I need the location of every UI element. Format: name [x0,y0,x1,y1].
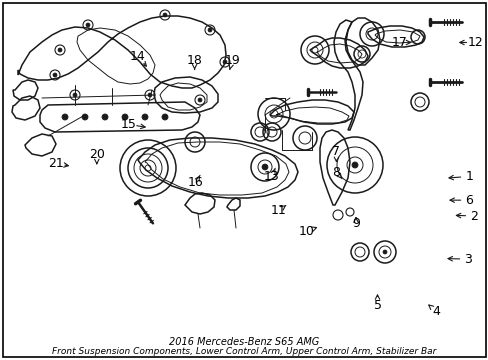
Circle shape [102,114,108,120]
Text: 20: 20 [89,148,104,161]
Text: 18: 18 [186,54,202,67]
Circle shape [262,164,267,170]
Circle shape [73,93,77,97]
Text: 1: 1 [465,170,472,183]
Circle shape [223,60,226,64]
Text: 9: 9 [351,217,359,230]
Text: 11: 11 [270,204,286,217]
Circle shape [207,28,212,32]
Text: 6: 6 [465,194,472,207]
Circle shape [62,114,68,120]
Circle shape [142,114,148,120]
Text: 14: 14 [130,50,145,63]
Circle shape [53,73,57,77]
Circle shape [351,162,357,168]
Circle shape [58,48,62,52]
Text: 21: 21 [48,157,64,170]
Text: 10: 10 [299,225,314,238]
Circle shape [148,93,152,97]
Text: 19: 19 [224,54,240,67]
Circle shape [86,23,90,27]
Circle shape [198,98,202,102]
Text: 3: 3 [464,253,471,266]
Text: 7: 7 [332,145,340,158]
Circle shape [122,114,128,120]
Text: 4: 4 [431,305,439,318]
Text: 16: 16 [187,176,203,189]
Circle shape [82,114,88,120]
Text: 8: 8 [332,166,340,179]
Text: 5: 5 [373,299,381,312]
Circle shape [162,114,168,120]
Text: 13: 13 [264,170,279,183]
Text: 2: 2 [469,210,477,222]
Circle shape [163,13,167,17]
Text: 12: 12 [467,36,482,49]
Text: 2016 Mercedes-Benz S65 AMG: 2016 Mercedes-Benz S65 AMG [169,337,319,347]
Text: 17: 17 [391,36,407,49]
Text: Front Suspension Components, Lower Control Arm, Upper Control Arm, Stabilizer Ba: Front Suspension Components, Lower Contr… [52,347,436,356]
Text: 15: 15 [120,118,136,131]
Circle shape [382,250,386,254]
